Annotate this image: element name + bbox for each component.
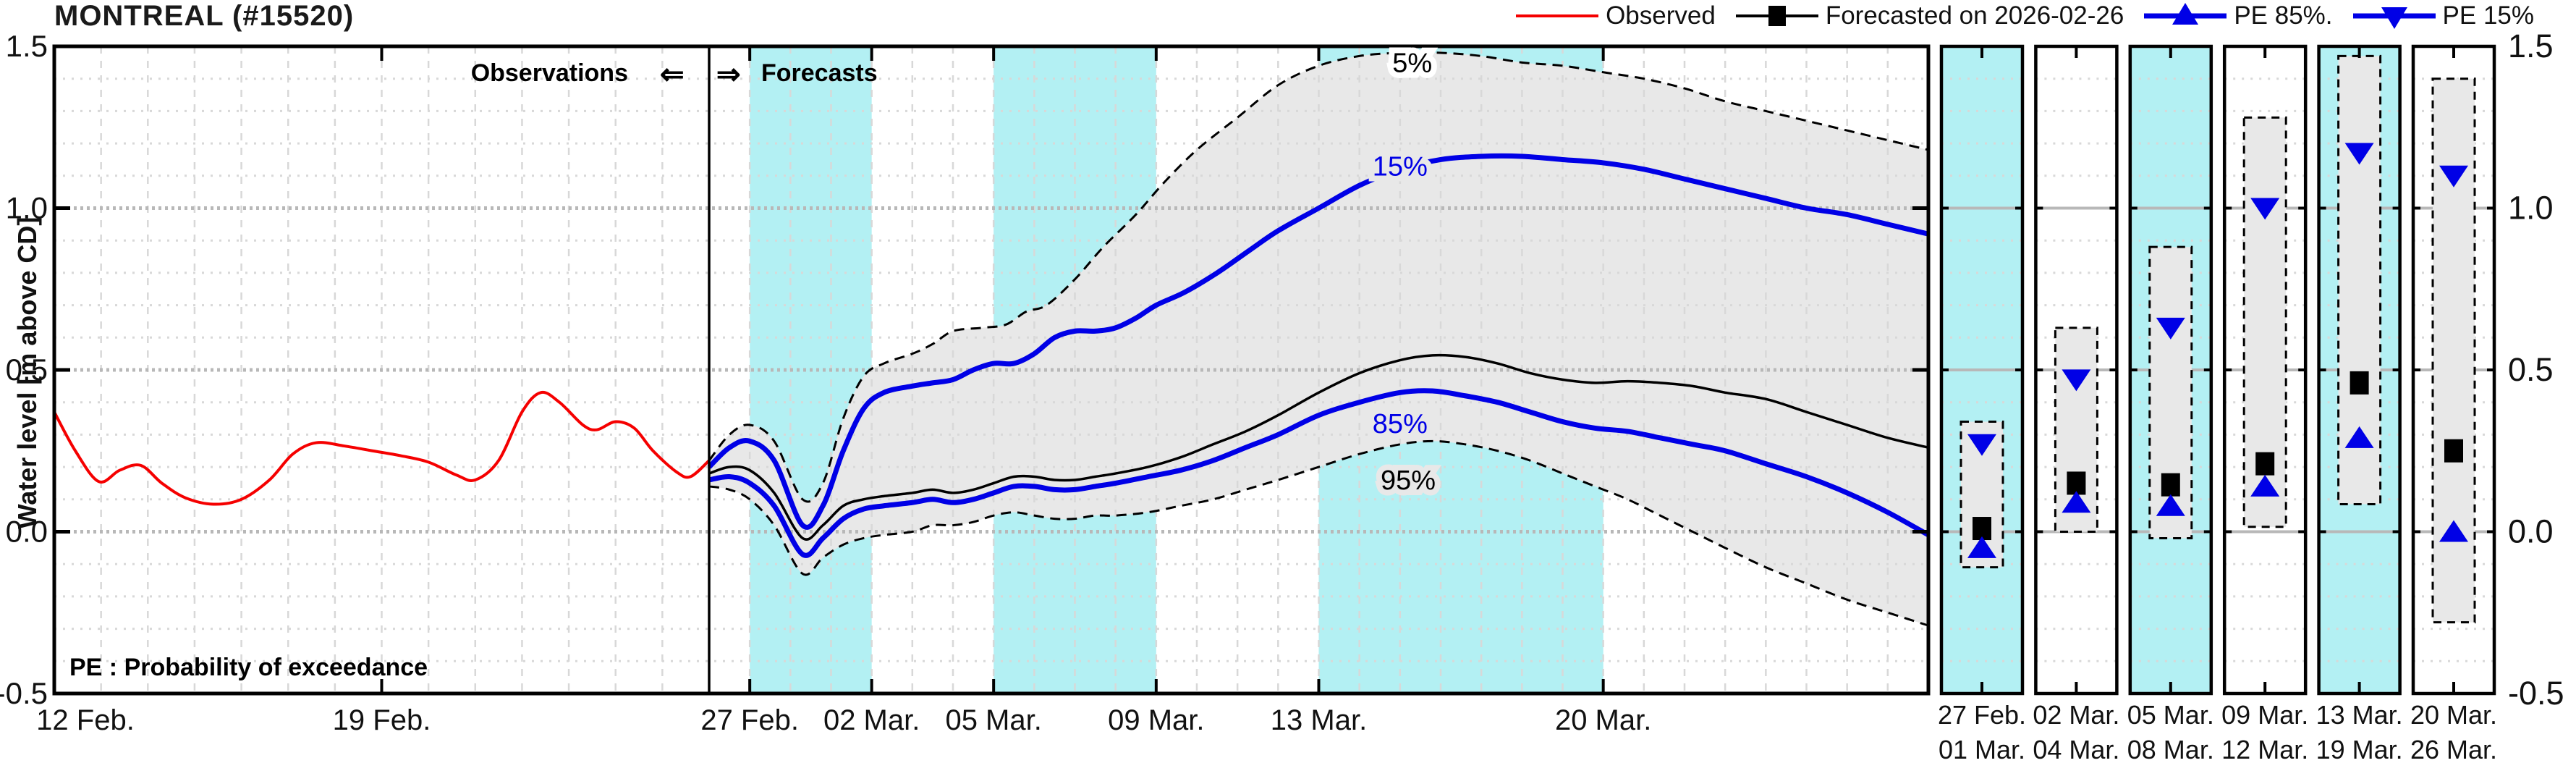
x-tick-label: 27 Feb. <box>700 704 799 736</box>
right-axis-label: 0.5 <box>2508 351 2554 388</box>
curve-label: 85% <box>1373 409 1428 439</box>
pe15-marker <box>2439 165 2468 187</box>
period-panel <box>2034 44 2119 696</box>
gridlines <box>54 46 1928 694</box>
legend-item: PE 15% <box>2352 1 2534 30</box>
panel-end-label: 26 Mar. <box>2410 735 2497 763</box>
curve-label: 95% <box>1381 465 1436 496</box>
median-marker <box>1973 517 1991 541</box>
median-marker <box>2067 471 2086 495</box>
legend-item-label: PE 85%. <box>2234 1 2333 30</box>
panel-end-label: 04 Mar. <box>2033 735 2119 763</box>
pe15-marker <box>2062 369 2091 392</box>
pe85-marker <box>2250 474 2280 497</box>
left-double-arrow-icon: ⇐ <box>660 59 685 90</box>
x-tick-label: 20 Mar. <box>1555 704 1651 736</box>
median-marker <box>2255 452 2275 476</box>
axis-ticks <box>54 44 1928 696</box>
x-tick-label: 09 Mar. <box>1108 704 1204 736</box>
panel-start-label: 13 Mar. <box>2316 700 2403 730</box>
pe85-curve <box>708 388 1930 558</box>
pe-note: PE : Probability of exceedance <box>69 654 428 681</box>
y-tick-label: 0.5 <box>6 353 48 387</box>
median-marker <box>2350 371 2369 395</box>
right-axis-label: 1.5 <box>2508 28 2554 64</box>
panel-start-label: 02 Mar. <box>2033 700 2119 730</box>
period-panel <box>2317 44 2402 696</box>
pe5-curve <box>708 51 1929 503</box>
x-tick-label: 02 Mar. <box>823 704 920 736</box>
pe85-marker <box>2439 520 2468 542</box>
legend-item: Observed <box>1514 1 1716 30</box>
median-marker <box>2161 473 2180 497</box>
page-title: MONTREAL (#15520) <box>54 0 355 32</box>
pe95-curve <box>708 439 1929 627</box>
x-tick-label: 05 Mar. <box>945 704 1041 736</box>
pe15-curve <box>707 153 1929 530</box>
y-tick-label: 1.0 <box>6 191 48 225</box>
period-panel <box>2411 44 2496 696</box>
observations-label: Observations <box>470 59 628 87</box>
panel-end-label: 08 Mar. <box>2127 735 2214 763</box>
panel-end-label: 01 Mar. <box>1939 735 2025 763</box>
period-panel <box>2222 44 2308 696</box>
panel-start-label: 09 Mar. <box>2221 700 2308 730</box>
pe15-marker <box>2156 317 2185 340</box>
panel-start-label: 20 Mar. <box>2410 700 2497 730</box>
legend-item-label: Observed <box>1606 1 1716 30</box>
period-panel <box>2128 44 2213 696</box>
pe85-marker <box>1967 536 1996 558</box>
x-tick-label: 12 Feb. <box>36 704 135 736</box>
median-forecast-curve <box>708 353 1929 541</box>
curve-label: 5% <box>1392 48 1432 78</box>
pe85-marker <box>2156 494 2185 516</box>
panel-end-label: 19 Mar. <box>2316 735 2403 763</box>
legend-item-label: Forecasted on 2026-02-26 <box>1825 1 2124 30</box>
x-tick-label: 13 Mar. <box>1271 704 1367 736</box>
median-marker <box>2444 439 2463 463</box>
panel-start-label: 27 Feb. <box>1938 700 2026 730</box>
legend-marker-line-square-icon <box>1735 6 1818 26</box>
panel-end-label: 12 Mar. <box>2221 735 2308 763</box>
panel-start-label: 05 Mar. <box>2127 700 2214 730</box>
legend: Observed Forecasted on 2026-02-26 PE 85%. P… <box>1514 0 2534 32</box>
legend-marker-line-triangle-down-icon <box>2352 7 2436 29</box>
y-tick-label: 0.0 <box>6 515 48 549</box>
legend-item: PE 85%. <box>2143 1 2333 30</box>
pe85-marker <box>2344 426 2374 448</box>
observed-curve <box>53 390 711 506</box>
forecasts-label: Forecasts <box>761 59 878 87</box>
period-panel <box>1939 44 2025 696</box>
y-tick-label: 1.5 <box>6 29 48 63</box>
legend-marker-line-icon <box>1516 14 1599 17</box>
pe15-marker <box>2250 198 2280 220</box>
pe85-marker <box>2062 491 2091 513</box>
right-double-arrow-icon: ⇒ <box>716 59 741 90</box>
curve-label: 15% <box>1373 151 1428 182</box>
legend-item-label: PE 15% <box>2442 1 2534 30</box>
right-axis-label: -0.5 <box>2508 675 2564 712</box>
right-axis-label: 0.0 <box>2508 513 2554 550</box>
right-axis-label: 1.0 <box>2508 190 2554 227</box>
legend-item: Forecasted on 2026-02-26 <box>1734 1 2124 30</box>
pe15-marker <box>2344 143 2374 165</box>
y-tick-label: -0.5 <box>0 676 48 710</box>
pe15-marker <box>1967 434 1996 456</box>
y-axis-label: Water level [m above CD] <box>12 216 42 529</box>
x-tick-label: 19 Feb. <box>333 704 431 736</box>
legend-marker-line-triangle-up-icon <box>2144 3 2227 25</box>
